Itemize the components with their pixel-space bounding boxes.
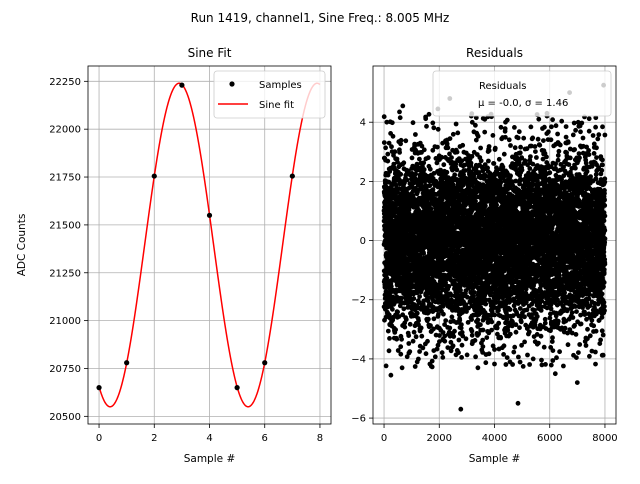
sample-point	[262, 360, 268, 366]
y-tick-label: 2	[360, 177, 366, 188]
sample-point	[289, 173, 295, 179]
legend-box	[213, 70, 326, 119]
y-tick-label: −6	[351, 414, 366, 425]
axes-frame	[87, 65, 332, 425]
legend-marker-samples	[229, 81, 235, 87]
x-tick-label: 6	[262, 433, 268, 444]
y-tick-label: 4	[360, 118, 366, 129]
y-tick-label: 21250	[49, 268, 81, 279]
y-tick-label: 20500	[49, 412, 81, 423]
sine-fit-panel: 0 2 4 6 8 20500 20750 21000 21250 21500 21750 22000…	[16, 46, 332, 465]
y-tick-label: −2	[351, 295, 366, 306]
x-tick-label: 8	[317, 433, 323, 444]
x-tick-label: 8000	[592, 433, 617, 444]
y-tick-label: −4	[351, 354, 366, 365]
sample-point	[234, 385, 240, 391]
y-tick-label: 0	[360, 236, 366, 247]
sample-point	[96, 385, 102, 391]
x-tick-label: 4	[206, 433, 212, 444]
y-tick-label: 20750	[49, 364, 81, 375]
y-tick-label: 22000	[49, 125, 81, 136]
axes-title: Sine Fit	[188, 46, 232, 60]
x-axis-label: Sample #	[469, 453, 521, 465]
legend-label-samples: Samples	[259, 80, 302, 91]
y-tick-label: 21000	[49, 316, 81, 327]
x-tick-label: 4000	[482, 433, 507, 444]
sample-point	[206, 212, 213, 218]
axes-title: Residuals	[466, 46, 523, 60]
legend-label-residuals: Residuals	[479, 81, 526, 92]
x-axis-label: Sample #	[184, 453, 236, 465]
x-tick-label: 0	[381, 433, 387, 444]
residual-points	[381, 82, 608, 412]
legend: Samples Sine fit	[213, 70, 326, 119]
sample-point	[124, 360, 130, 366]
legend-label-fit: Sine fit	[259, 100, 294, 111]
sample-point	[151, 173, 157, 179]
residuals-panel: 0 2000 4000 6000 8000 −6 −4 −2 0 2 4 Residuals Sampl…	[351, 46, 617, 465]
axes-frame	[372, 65, 617, 425]
x-tick-label: 2	[151, 433, 157, 444]
y-tick-label: 21750	[49, 173, 81, 184]
y-tick-label: 22250	[49, 77, 81, 88]
legend-box	[432, 70, 612, 117]
x-tick-label: 6000	[537, 433, 562, 444]
legend-label-stats: μ = -0.0, σ = 1.46	[478, 98, 568, 109]
y-tick-label: 21500	[49, 220, 81, 231]
x-tick-label: 2000	[427, 433, 452, 444]
y-axis-label: ADC Counts	[16, 214, 28, 277]
legend: Residuals μ = -0.0, σ = 1.46	[432, 70, 612, 117]
figure-suptitle: Run 1419, channel1, Sine Freq.: 8.005 MH…	[191, 11, 450, 25]
sample-point	[179, 82, 185, 88]
x-tick-label: 0	[96, 433, 102, 444]
